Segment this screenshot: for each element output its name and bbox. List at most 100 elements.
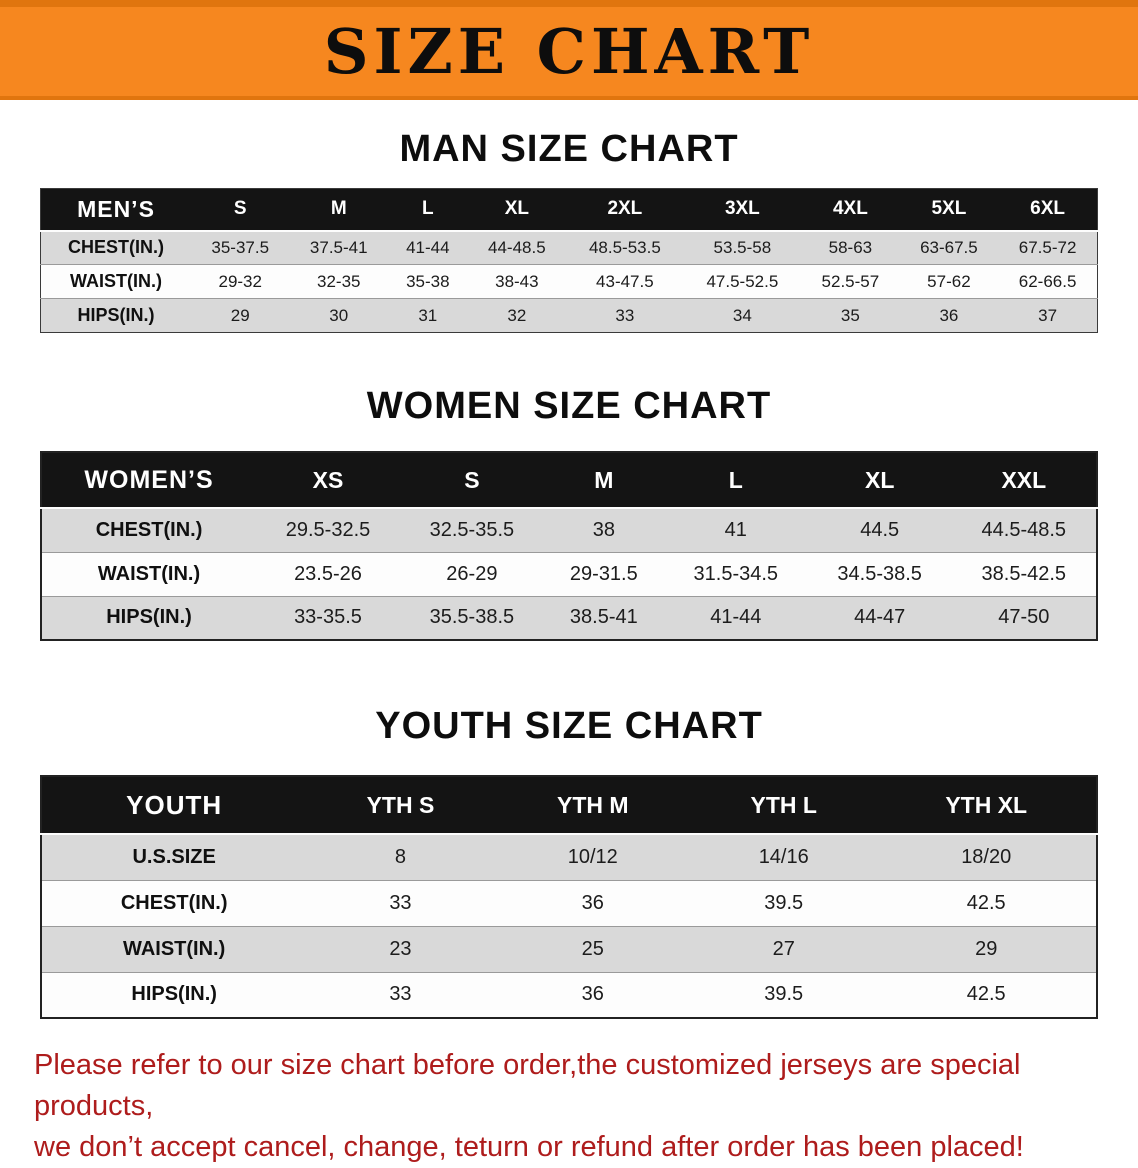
row-label: WAIST(IN.) bbox=[41, 551, 257, 596]
women-table-header-row: WOMEN’S XS S M L XL XXL bbox=[41, 452, 1097, 509]
women-size-table: WOMEN’S XS S M L XL XXL CHEST(IN.) 29.5-32.5 32.5… bbox=[40, 451, 1098, 641]
men-column-header: M bbox=[289, 188, 389, 232]
men-column-header: 2XL bbox=[566, 188, 684, 232]
disclaimer-line-2: we don’t accept cancel, change, teturn o… bbox=[34, 1131, 1024, 1163]
cell-value: 34.5-38.5 bbox=[807, 551, 952, 596]
youth-table-row: WAIST(IN.) 23 25 27 29 bbox=[41, 925, 1097, 972]
cell-value: 8 bbox=[306, 833, 495, 880]
men-column-header: 4XL bbox=[801, 188, 900, 232]
cell-value: 33 bbox=[306, 971, 495, 1018]
women-column-header: S bbox=[399, 452, 544, 509]
cell-value: 23.5-26 bbox=[256, 551, 400, 596]
row-label: HIPS(IN.) bbox=[41, 971, 307, 1018]
cell-value: 36 bbox=[494, 879, 691, 926]
cell-value: 31 bbox=[388, 298, 468, 333]
cell-value: 62-66.5 bbox=[998, 264, 1098, 299]
women-table-row: WAIST(IN.) 23.5-26 26-29 29-31.5 31.5-34.5 34… bbox=[41, 551, 1097, 596]
cell-value: 32.5-35.5 bbox=[399, 507, 544, 552]
men-table-header-row: MEN’S S M L XL 2XL 3XL 4XL 5XL 6XL bbox=[40, 188, 1098, 232]
cell-value: 41 bbox=[663, 507, 808, 552]
cell-value: 33 bbox=[306, 879, 495, 926]
banner: SIZE CHART bbox=[0, 0, 1138, 100]
youth-size-chart-heading: YOUTH SIZE CHART bbox=[375, 705, 763, 747]
cell-value: 44-48.5 bbox=[467, 230, 567, 265]
youth-table-title: YOUTH bbox=[41, 776, 307, 835]
cell-value: 38-43 bbox=[467, 264, 567, 299]
row-label: HIPS(IN.) bbox=[41, 595, 257, 640]
row-label: CHEST(IN.) bbox=[41, 507, 257, 552]
men-column-header: L bbox=[388, 188, 468, 232]
disclaimer-line-1: Please refer to our size chart before or… bbox=[34, 1049, 1021, 1122]
women-table-row: HIPS(IN.) 33-35.5 35.5-38.5 38.5-41 41-44 44-… bbox=[41, 595, 1097, 640]
page-title: SIZE CHART bbox=[323, 14, 815, 88]
men-column-header: 3XL bbox=[683, 188, 802, 232]
cell-value: 43-47.5 bbox=[566, 264, 684, 299]
row-label: U.S.SIZE bbox=[41, 833, 307, 880]
men-table-row: HIPS(IN.) 29 30 31 32 33 34 35 36 37 bbox=[40, 298, 1098, 333]
cell-value: 42.5 bbox=[876, 971, 1097, 1018]
section-women: WOMEN SIZE CHART WOMEN’S XS S M L XL XXL CHEST(I… bbox=[0, 383, 1138, 641]
cell-value: 30 bbox=[289, 298, 389, 333]
men-table-row: CHEST(IN.) 35-37.5 37.5-41 41-44 44-48.5 48.5… bbox=[40, 230, 1098, 265]
cell-value: 18/20 bbox=[876, 833, 1097, 880]
cell-value: 47.5-52.5 bbox=[683, 264, 802, 299]
men-size-table: MEN’S S M L XL 2XL 3XL 4XL 5XL 6XL CHEST(IN.) 35-37… bbox=[40, 188, 1098, 333]
women-column-header: XS bbox=[256, 452, 400, 509]
cell-value: 41-44 bbox=[388, 230, 468, 265]
youth-column-header: YTH XL bbox=[876, 776, 1097, 835]
men-table-row: WAIST(IN.) 29-32 32-35 35-38 38-43 43-47.5 47.… bbox=[40, 264, 1098, 299]
cell-value: 41-44 bbox=[663, 595, 808, 640]
cell-value: 44.5 bbox=[807, 507, 952, 552]
youth-table-row: U.S.SIZE 8 10/12 14/16 18/20 bbox=[41, 833, 1097, 880]
cell-value: 38.5-41 bbox=[543, 595, 664, 640]
cell-value: 44.5-48.5 bbox=[951, 507, 1097, 552]
youth-table-row: CHEST(IN.) 33 36 39.5 42.5 bbox=[41, 879, 1097, 926]
row-label: CHEST(IN.) bbox=[41, 879, 307, 926]
cell-value: 25 bbox=[494, 925, 691, 972]
men-column-header: 6XL bbox=[998, 188, 1098, 232]
youth-column-header: YTH L bbox=[690, 776, 877, 835]
row-label: WAIST(IN.) bbox=[40, 264, 191, 299]
cell-value: 42.5 bbox=[876, 879, 1097, 926]
cell-value: 23 bbox=[306, 925, 495, 972]
cell-value: 47-50 bbox=[951, 595, 1097, 640]
women-column-header: XL bbox=[807, 452, 952, 509]
row-label: CHEST(IN.) bbox=[40, 230, 191, 265]
row-label: WAIST(IN.) bbox=[41, 925, 307, 972]
cell-value: 29.5-32.5 bbox=[256, 507, 400, 552]
section-youth: YOUTH SIZE CHART YOUTH YTH S YTH M YTH L YTH … bbox=[0, 703, 1138, 1019]
women-table-row: CHEST(IN.) 29.5-32.5 32.5-35.5 38 41 44.5 44.5… bbox=[41, 507, 1097, 552]
cell-value: 26-29 bbox=[399, 551, 544, 596]
cell-value: 33-35.5 bbox=[256, 595, 400, 640]
women-column-header: M bbox=[543, 452, 664, 509]
cell-value: 32 bbox=[467, 298, 567, 333]
cell-value: 58-63 bbox=[801, 230, 900, 265]
cell-value: 37.5-41 bbox=[289, 230, 389, 265]
cell-value: 29 bbox=[876, 925, 1097, 972]
cell-value: 31.5-34.5 bbox=[663, 551, 808, 596]
row-label: HIPS(IN.) bbox=[40, 298, 191, 333]
women-column-header: XXL bbox=[951, 452, 1097, 509]
women-table-title: WOMEN’S bbox=[41, 452, 257, 509]
youth-table-header-row: YOUTH YTH S YTH M YTH L YTH XL bbox=[41, 776, 1097, 835]
cell-value: 67.5-72 bbox=[998, 230, 1098, 265]
section-men: MAN SIZE CHART MEN’S S M L XL 2XL 3XL 4XL 5XL 6XL C… bbox=[0, 126, 1138, 333]
cell-value: 39.5 bbox=[690, 971, 877, 1018]
cell-value: 57-62 bbox=[899, 264, 999, 299]
cell-value: 29-31.5 bbox=[543, 551, 664, 596]
youth-size-table: YOUTH YTH S YTH M YTH L YTH XL U.S.SIZE 8 10/12… bbox=[40, 775, 1098, 1019]
youth-column-header: YTH M bbox=[494, 776, 691, 835]
cell-value: 14/16 bbox=[690, 833, 877, 880]
cell-value: 36 bbox=[494, 971, 691, 1018]
cell-value: 33 bbox=[566, 298, 684, 333]
cell-value: 35-37.5 bbox=[190, 230, 290, 265]
cell-value: 27 bbox=[690, 925, 877, 972]
men-table-title: MEN’S bbox=[40, 188, 191, 232]
women-size-chart-heading: WOMEN SIZE CHART bbox=[366, 385, 772, 427]
cell-value: 32-35 bbox=[289, 264, 389, 299]
cell-value: 53.5-58 bbox=[683, 230, 802, 265]
cell-value: 29-32 bbox=[190, 264, 290, 299]
cell-value: 35.5-38.5 bbox=[399, 595, 544, 640]
men-size-chart-heading: MAN SIZE CHART bbox=[399, 128, 739, 170]
cell-value: 38 bbox=[543, 507, 664, 552]
